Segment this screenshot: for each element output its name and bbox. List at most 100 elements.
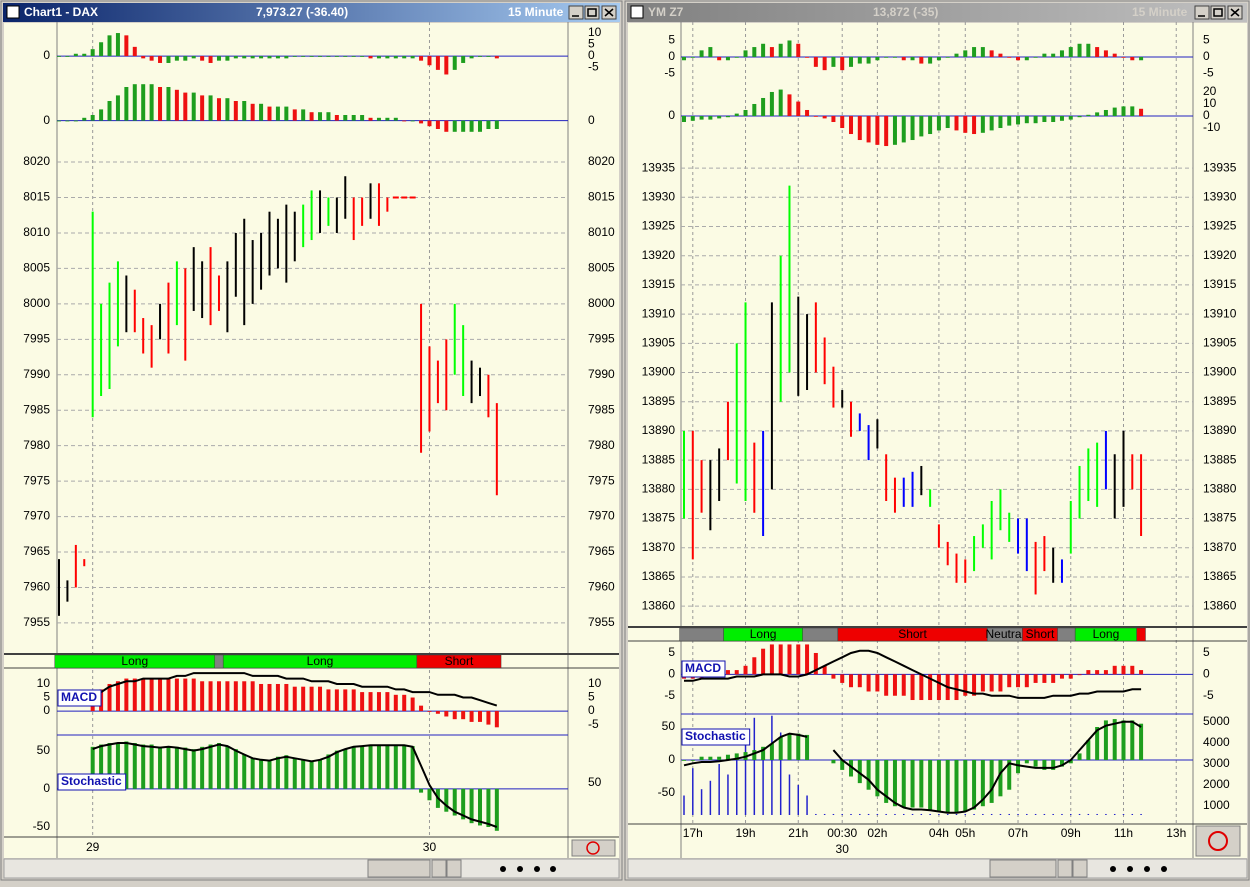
tool-icon[interactable] bbox=[1110, 866, 1116, 872]
state-segment bbox=[214, 654, 224, 669]
histogram-bar bbox=[769, 743, 774, 761]
scrollbar[interactable] bbox=[3, 858, 620, 879]
histogram-bar bbox=[107, 101, 112, 121]
scroll-right[interactable] bbox=[1072, 859, 1088, 878]
tool-icon[interactable] bbox=[1144, 866, 1150, 872]
status-button[interactable] bbox=[571, 839, 616, 857]
histogram-bar bbox=[183, 92, 188, 121]
histogram-bar bbox=[980, 674, 985, 692]
histogram-bar bbox=[99, 42, 104, 57]
histogram-bar bbox=[1016, 760, 1021, 774]
maximize-button[interactable] bbox=[584, 5, 600, 20]
scroll-left[interactable] bbox=[1057, 859, 1073, 878]
histogram-bar bbox=[1130, 56, 1135, 61]
indicator-label: MACD bbox=[61, 690, 97, 704]
histogram-bar bbox=[972, 47, 977, 57]
histogram-bar bbox=[132, 84, 137, 121]
minimize-button[interactable] bbox=[568, 5, 584, 20]
title-bar[interactable] bbox=[627, 3, 1247, 22]
histogram-bar bbox=[385, 692, 390, 712]
tool-icon[interactable] bbox=[1161, 866, 1167, 872]
histogram-bar bbox=[928, 760, 933, 810]
histogram-bar bbox=[301, 686, 306, 712]
histogram-bar bbox=[57, 56, 61, 57]
state-label: Long bbox=[750, 627, 777, 641]
histogram-bar bbox=[892, 760, 897, 807]
histogram-bar bbox=[998, 53, 1003, 57]
state-label: Short bbox=[445, 654, 474, 668]
indicator-line bbox=[92, 742, 498, 828]
scrollbar[interactable] bbox=[627, 858, 1248, 879]
tool-icon[interactable] bbox=[517, 866, 523, 872]
scroll-thumb[interactable] bbox=[989, 859, 1057, 878]
histogram-bar bbox=[875, 760, 880, 797]
histogram-bar bbox=[1130, 106, 1135, 116]
indicator-label-box bbox=[681, 728, 751, 746]
histogram-bar bbox=[1007, 56, 1012, 58]
histogram-bar bbox=[376, 117, 381, 121]
tool-icon[interactable] bbox=[500, 866, 506, 872]
histogram-bar bbox=[752, 47, 757, 57]
histogram-bar bbox=[1068, 47, 1073, 57]
tool-icon[interactable] bbox=[534, 866, 540, 872]
histogram-bar bbox=[225, 746, 230, 789]
histogram-bar bbox=[469, 711, 474, 722]
histogram-bar bbox=[1077, 674, 1082, 676]
histogram-bar bbox=[410, 746, 415, 789]
y-tick-label: 0 bbox=[1203, 667, 1210, 681]
histogram-bar bbox=[1095, 47, 1100, 57]
status-face bbox=[586, 841, 600, 855]
histogram-bar bbox=[1059, 50, 1064, 57]
tool-icon[interactable] bbox=[550, 866, 556, 872]
scroll-right[interactable] bbox=[446, 859, 462, 878]
minimize-button[interactable] bbox=[1194, 5, 1210, 20]
histogram-bar bbox=[267, 683, 272, 712]
histogram-bar bbox=[301, 109, 306, 121]
histogram-bar bbox=[796, 733, 801, 761]
y-tick-label: 7975 bbox=[23, 473, 50, 487]
histogram-bar bbox=[857, 760, 862, 784]
histogram-bar bbox=[954, 115, 959, 131]
y-tick-label: 7990 bbox=[588, 367, 615, 381]
histogram-bar bbox=[901, 56, 906, 61]
y2-tick-label: 5 bbox=[588, 37, 595, 51]
histogram-bar bbox=[980, 115, 985, 133]
maximize-button[interactable] bbox=[1210, 5, 1226, 20]
y2-tick-label: 4000 bbox=[1203, 735, 1230, 749]
histogram-bar bbox=[242, 754, 247, 789]
histogram-bar bbox=[65, 56, 70, 57]
histogram-bar bbox=[444, 711, 449, 717]
y-tick-label: 0 bbox=[1203, 49, 1210, 63]
histogram-bar bbox=[743, 109, 748, 116]
histogram-bar bbox=[107, 35, 112, 57]
histogram-bar bbox=[1016, 674, 1021, 688]
scroll-thumb[interactable] bbox=[367, 859, 431, 878]
state-label: Short bbox=[1026, 627, 1055, 641]
histogram-bar bbox=[796, 101, 801, 116]
histogram-bar bbox=[708, 115, 713, 120]
histogram-bar bbox=[945, 760, 950, 813]
histogram-bar bbox=[494, 56, 499, 59]
histogram-bar bbox=[1051, 674, 1056, 683]
histogram-bar bbox=[708, 756, 713, 761]
histogram-bar bbox=[82, 53, 87, 57]
tool-icon[interactable] bbox=[1127, 866, 1133, 872]
histogram-bar bbox=[183, 678, 188, 712]
y2-tick-label: 3000 bbox=[1203, 756, 1230, 770]
histogram-bar bbox=[318, 112, 323, 121]
histogram-bar bbox=[734, 670, 739, 675]
histogram-bar bbox=[1130, 665, 1135, 675]
y-tick-label: 7960 bbox=[588, 580, 615, 594]
scroll-left[interactable] bbox=[431, 859, 447, 878]
state-segment bbox=[1057, 627, 1076, 642]
histogram-bar bbox=[831, 760, 836, 764]
histogram-bar bbox=[1051, 760, 1056, 770]
histogram-bar bbox=[699, 756, 704, 761]
histogram-bar bbox=[469, 56, 474, 59]
toolbar-icons bbox=[500, 866, 1167, 872]
title-bar[interactable] bbox=[3, 3, 620, 22]
histogram-bar bbox=[778, 644, 783, 675]
status-button[interactable] bbox=[1195, 825, 1241, 857]
histogram-bar bbox=[866, 674, 871, 692]
